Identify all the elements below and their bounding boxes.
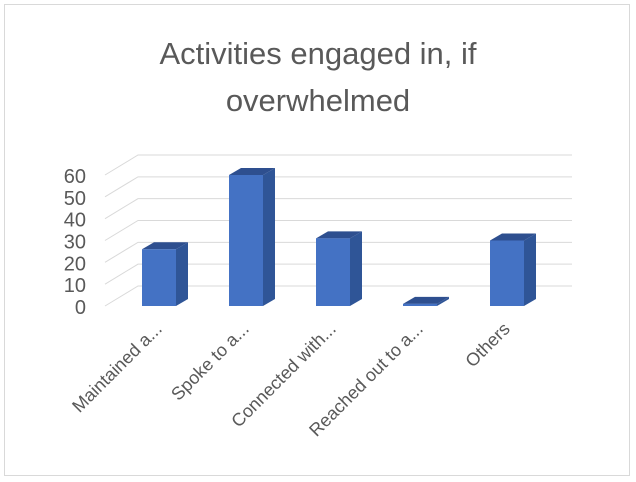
bar-top xyxy=(316,231,362,239)
bar-side xyxy=(437,296,449,306)
y-tick-label: 50 xyxy=(64,188,86,210)
bar xyxy=(403,303,437,306)
bar-top xyxy=(142,242,188,250)
gridline xyxy=(104,176,572,198)
x-tick-label: Others xyxy=(461,319,513,371)
bar xyxy=(142,249,176,306)
gridline xyxy=(104,263,572,285)
gridline xyxy=(104,154,572,176)
gridline xyxy=(104,198,572,220)
chart-title-line-1: Activities engaged in, if xyxy=(159,36,477,71)
gridline xyxy=(104,285,572,307)
bar-top xyxy=(403,296,449,304)
bar-side xyxy=(350,231,362,306)
bar-side xyxy=(263,168,275,306)
bar xyxy=(229,175,263,306)
y-tick-label: 0 xyxy=(75,297,86,319)
bar-side xyxy=(524,233,536,306)
bar-top xyxy=(229,168,275,175)
chart-title: Activities engaged in, if overwhelmed xyxy=(0,30,636,124)
x-tick-label: Spoke to a... xyxy=(167,319,253,405)
y-tick-label: 20 xyxy=(64,253,86,275)
y-tick-label: 60 xyxy=(64,166,86,188)
gridline xyxy=(104,241,572,263)
y-tick-label: 10 xyxy=(64,275,86,297)
gridline xyxy=(104,220,572,241)
bar-top xyxy=(490,233,536,241)
bar xyxy=(316,238,350,306)
x-tick-label: Maintained a... xyxy=(68,319,166,417)
bar xyxy=(490,240,524,306)
y-tick-label: 30 xyxy=(64,232,86,254)
bar-side xyxy=(176,242,188,306)
chart-title-line-2: overwhelmed xyxy=(225,83,411,118)
y-tick-label: 40 xyxy=(64,210,86,232)
